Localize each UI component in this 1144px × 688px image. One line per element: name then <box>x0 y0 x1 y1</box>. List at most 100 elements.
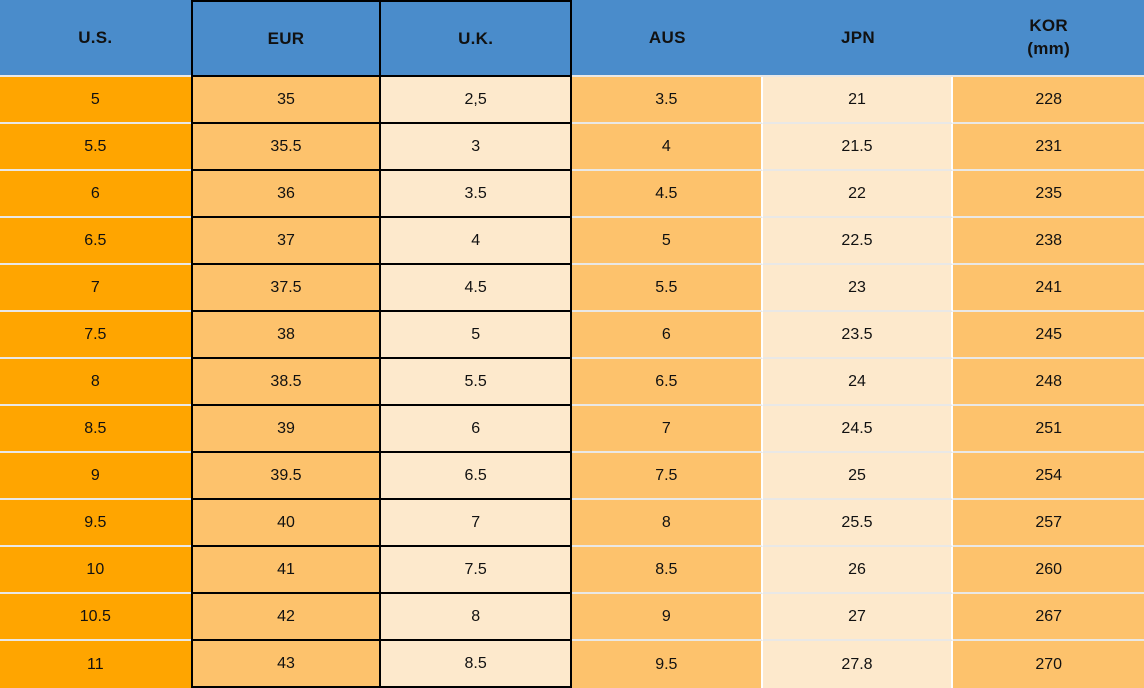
header-cell-us: U.S. <box>0 0 191 77</box>
cell-aus: 9 <box>572 594 763 641</box>
cell-uk: 4.5 <box>381 265 572 312</box>
cell-jpn: 27 <box>762 594 954 641</box>
cell-eur: 37 <box>190 218 382 265</box>
cell-kor: 260 <box>953 547 1144 594</box>
cell-kor: 245 <box>953 312 1144 359</box>
cell-us: 11 <box>0 641 191 688</box>
cell-uk: 6 <box>381 406 572 453</box>
header-cell-kor: KOR (mm) <box>953 0 1144 77</box>
cell-us: 6 <box>0 171 191 218</box>
cell-eur: 37.5 <box>190 265 382 312</box>
cell-uk: 4 <box>381 218 572 265</box>
cell-us: 6.5 <box>0 218 191 265</box>
cell-aus: 8.5 <box>572 547 763 594</box>
cell-jpn: 25 <box>762 453 954 500</box>
cell-eur: 38.5 <box>190 359 382 406</box>
cell-us: 7.5 <box>0 312 191 359</box>
header-cell-uk: U.K. <box>381 0 572 77</box>
cell-jpn: 24.5 <box>762 406 954 453</box>
cell-uk: 2,5 <box>381 77 572 124</box>
table-row: 10.5 42 8 9 27 267 <box>0 594 1144 641</box>
cell-eur: 35.5 <box>190 124 382 171</box>
cell-jpn: 23 <box>762 265 954 312</box>
cell-aus: 6 <box>572 312 763 359</box>
cell-eur: 36 <box>190 171 382 218</box>
kor-label: KOR <box>1029 16 1068 36</box>
cell-uk: 3 <box>381 124 572 171</box>
cell-jpn: 27.8 <box>762 641 954 688</box>
cell-kor: 251 <box>953 406 1144 453</box>
cell-aus: 5.5 <box>572 265 763 312</box>
cell-aus: 6.5 <box>572 359 763 406</box>
header-cell-kor-text: KOR (mm) <box>1027 15 1070 59</box>
table-row: 6.5 37 4 5 22.5 238 <box>0 218 1144 265</box>
kor-unit-label: (mm) <box>1027 38 1071 58</box>
table-row: 9.5 40 7 8 25.5 257 <box>0 500 1144 547</box>
cell-jpn: 25.5 <box>762 500 954 547</box>
table-row: 8.5 39 6 7 24.5 251 <box>0 406 1144 453</box>
cell-kor: 248 <box>953 359 1144 406</box>
header-cell-jpn: JPN <box>762 0 954 77</box>
table-row: 11 43 8.5 9.5 27.8 270 <box>0 641 1144 688</box>
table-row: 9 39.5 6.5 7.5 25 254 <box>0 453 1144 500</box>
cell-us: 10 <box>0 547 191 594</box>
cell-eur: 38 <box>190 312 382 359</box>
cell-jpn: 21 <box>762 77 954 124</box>
cell-eur: 42 <box>190 594 382 641</box>
cell-kor: 231 <box>953 124 1144 171</box>
cell-aus: 9.5 <box>572 641 763 688</box>
table-row: 8 38.5 5.5 6.5 24 248 <box>0 359 1144 406</box>
cell-jpn: 26 <box>762 547 954 594</box>
cell-us: 8 <box>0 359 191 406</box>
header-cell-eur: EUR <box>190 0 382 77</box>
cell-us: 7 <box>0 265 191 312</box>
cell-kor: 257 <box>953 500 1144 547</box>
cell-us: 5 <box>0 77 191 124</box>
table-row: 5 35 2,5 3.5 21 228 <box>0 77 1144 124</box>
cell-aus: 7 <box>572 406 763 453</box>
cell-us: 10.5 <box>0 594 191 641</box>
cell-us: 9 <box>0 453 191 500</box>
cell-eur: 39.5 <box>190 453 382 500</box>
table-row: 10 41 7.5 8.5 26 260 <box>0 547 1144 594</box>
cell-aus: 5 <box>572 218 763 265</box>
table-row: 7 37.5 4.5 5.5 23 241 <box>0 265 1144 312</box>
cell-kor: 238 <box>953 218 1144 265</box>
cell-kor: 228 <box>953 77 1144 124</box>
cell-us: 9.5 <box>0 500 191 547</box>
cell-us: 8.5 <box>0 406 191 453</box>
cell-jpn: 24 <box>762 359 954 406</box>
cell-jpn: 23.5 <box>762 312 954 359</box>
cell-eur: 39 <box>190 406 382 453</box>
cell-eur: 43 <box>190 641 382 688</box>
cell-aus: 7.5 <box>572 453 763 500</box>
cell-aus: 4.5 <box>572 171 763 218</box>
table-header-row: U.S. EUR U.K. AUS JPN KOR (mm) <box>0 0 1144 77</box>
cell-kor: 267 <box>953 594 1144 641</box>
cell-eur: 35 <box>190 77 382 124</box>
cell-uk: 6.5 <box>381 453 572 500</box>
cell-uk: 5 <box>381 312 572 359</box>
cell-uk: 7 <box>381 500 572 547</box>
cell-uk: 8.5 <box>381 641 572 688</box>
cell-uk: 8 <box>381 594 572 641</box>
table-row: 5.5 35.5 3 4 21.5 231 <box>0 124 1144 171</box>
cell-uk: 5.5 <box>381 359 572 406</box>
cell-jpn: 22 <box>762 171 954 218</box>
cell-kor: 235 <box>953 171 1144 218</box>
cell-uk: 3.5 <box>381 171 572 218</box>
cell-us: 5.5 <box>0 124 191 171</box>
table-row: 7.5 38 5 6 23.5 245 <box>0 312 1144 359</box>
cell-aus: 8 <box>572 500 763 547</box>
cell-kor: 270 <box>953 641 1144 688</box>
cell-kor: 254 <box>953 453 1144 500</box>
cell-aus: 4 <box>572 124 763 171</box>
cell-jpn: 22.5 <box>762 218 954 265</box>
cell-uk: 7.5 <box>381 547 572 594</box>
cell-eur: 41 <box>190 547 382 594</box>
table-row: 6 36 3.5 4.5 22 235 <box>0 171 1144 218</box>
header-cell-aus: AUS <box>572 0 763 77</box>
cell-jpn: 21.5 <box>762 124 954 171</box>
cell-eur: 40 <box>190 500 382 547</box>
